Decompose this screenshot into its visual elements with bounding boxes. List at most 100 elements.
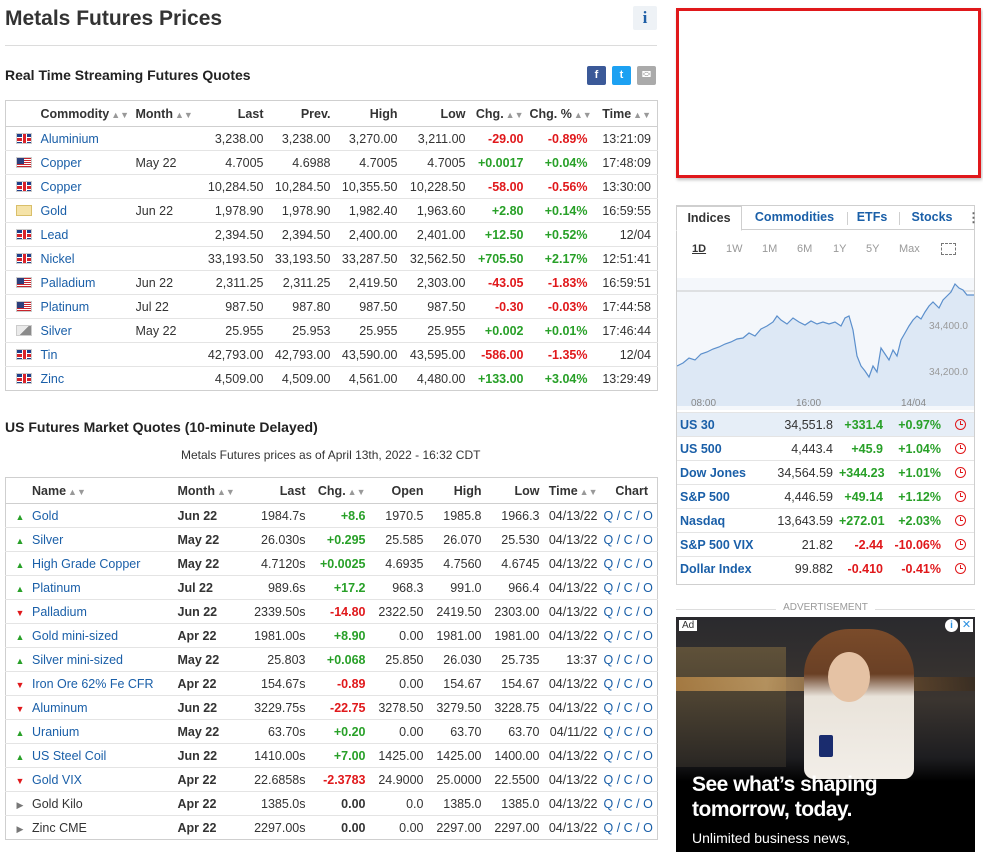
chart-links[interactable]: Q / C / O (603, 820, 653, 835)
more-options-icon[interactable]: ⋮ (967, 210, 980, 225)
col-d-open[interactable]: Open (371, 477, 430, 504)
open-cell: 0.00 (371, 623, 430, 648)
commodity-link[interactable]: Copper (40, 179, 82, 194)
chart-links[interactable]: Q / C / O (603, 527, 658, 552)
range-1m[interactable]: 1M (762, 243, 778, 255)
chart-links[interactable]: Q / C / O (603, 671, 658, 696)
index-row[interactable]: S&P 500 4,446.59 +49.14 +1.12% (677, 484, 974, 509)
open-cell: 24.9000 (371, 767, 430, 792)
contract-link[interactable]: Gold (32, 508, 59, 523)
col-d-last[interactable]: Last (233, 477, 312, 504)
contract-link[interactable]: Zinc CME (32, 820, 87, 835)
contract-link[interactable]: High Grade Copper (32, 556, 141, 571)
col-chg-pct[interactable]: Chg. % ▲▼ (529, 100, 594, 127)
commodity-link[interactable]: Platinum (40, 299, 90, 314)
col-commodity[interactable]: Commodity ▲▼ (35, 100, 136, 127)
range-1w[interactable]: 1W (726, 243, 743, 255)
commodity-link[interactable]: Tin (40, 347, 58, 362)
contract-link[interactable]: Aluminum (32, 700, 88, 715)
col-high[interactable]: High (336, 100, 404, 127)
contract-link[interactable]: US Steel Coil (32, 748, 107, 763)
commodity-link[interactable]: Copper (40, 155, 82, 170)
chart-links[interactable]: Q / C / O (603, 599, 658, 624)
last-cell: 4,509.00 (214, 371, 264, 386)
col-time[interactable]: Time ▲▼ (593, 100, 658, 127)
index-row[interactable]: Dow Jones 34,564.59 +344.23 +1.01% (677, 460, 974, 485)
facebook-share-icon[interactable]: f (587, 66, 606, 85)
col-d-month[interactable]: Month ▲▼ (173, 477, 235, 504)
contract-link[interactable]: Gold mini-sized (32, 628, 119, 643)
index-name[interactable]: US 30 (677, 412, 765, 437)
col-month[interactable]: Month ▲▼ (135, 100, 196, 127)
chart-links[interactable]: Q / C / O (603, 551, 658, 576)
col-low[interactable]: Low (403, 100, 472, 127)
index-name[interactable]: S&P 500 VIX (677, 532, 765, 557)
contract-link[interactable]: Silver mini-sized (32, 652, 123, 667)
col-prev[interactable]: Prev. (269, 100, 337, 127)
tab-etfs[interactable]: ETFs (856, 210, 888, 224)
time-cell: 04/11/22 (545, 719, 604, 744)
index-name[interactable]: Dow Jones (677, 460, 765, 485)
chart-links[interactable]: Q / C / O (603, 767, 658, 792)
commodity-link[interactable]: Silver (40, 323, 72, 338)
contract-link[interactable]: Iron Ore 62% Fe CFR (32, 676, 154, 691)
top-ad-placeholder[interactable] (676, 8, 981, 178)
close-icon[interactable]: ✕ (960, 619, 973, 632)
chart-links[interactable]: Q / C / O (603, 791, 658, 816)
commodity-link[interactable]: Nickel (40, 251, 75, 266)
index-row[interactable]: S&P 500 VIX 21.82 -2.44 -10.06% (677, 532, 974, 557)
tab-commodities[interactable]: Commodities (754, 210, 835, 224)
contract-link[interactable]: Silver (32, 532, 64, 547)
index-row[interactable]: US 500 4,443.4 +45.9 +1.04% (677, 436, 974, 461)
open-cell: 3278.50 (371, 695, 430, 720)
col-d-high[interactable]: High (429, 477, 488, 504)
col-chg[interactable]: Chg. ▲▼ (471, 100, 530, 127)
index-row[interactable]: US 30 34,551.8 +331.4 +0.97% (677, 412, 974, 437)
chart-links[interactable]: Q / C / O (603, 719, 658, 744)
tab-stocks[interactable]: Stocks (911, 210, 953, 224)
col-last[interactable]: Last (195, 100, 270, 127)
chart-links[interactable]: Q / C / O (603, 743, 658, 768)
range-1y[interactable]: 1Y (833, 243, 847, 255)
info-icon[interactable]: i (633, 6, 657, 30)
chart-links[interactable]: Q / C / O (603, 647, 658, 672)
index-name[interactable]: Nasdaq (677, 508, 765, 533)
expand-chart-icon[interactable] (941, 243, 956, 255)
range-5y[interactable]: 5Y (866, 243, 880, 255)
index-name[interactable]: S&P 500 (677, 484, 765, 509)
range-1d[interactable]: 1D (692, 243, 707, 255)
tab-indices[interactable]: Indices (676, 206, 742, 231)
chart-links[interactable]: Q / C / O (603, 575, 658, 600)
range-max[interactable]: Max (899, 243, 920, 255)
contract-link[interactable]: Palladium (32, 604, 87, 619)
commodity-link[interactable]: Palladium (40, 275, 96, 290)
contract-link[interactable]: Uranium (32, 724, 80, 739)
flag-cell (5, 126, 36, 151)
commodity-link[interactable]: Zinc (40, 371, 65, 386)
commodity-link[interactable]: Gold (40, 203, 67, 218)
index-name[interactable]: Dollar Index (677, 556, 765, 581)
col-d-time[interactable]: Time ▲▼ (545, 477, 604, 504)
adchoices-icon[interactable]: i (945, 619, 958, 632)
contract-link[interactable]: Gold Kilo (32, 796, 83, 811)
twitter-share-icon[interactable]: t (612, 66, 631, 85)
col-d-low[interactable]: Low (487, 477, 546, 504)
chart-links[interactable]: Q / C / O (603, 623, 658, 648)
contract-link[interactable]: Gold VIX (32, 772, 83, 787)
advertisement-banner[interactable]: Ad i ✕ See what’s shaping tomorrow, toda… (676, 617, 975, 852)
col-name[interactable]: Name ▲▼ (5, 477, 174, 504)
col-d-chg[interactable]: Chg. ▲▼ (311, 477, 372, 504)
index-name[interactable]: US 500 (677, 436, 765, 461)
commodity-link[interactable]: Aluminium (40, 131, 99, 146)
index-row[interactable]: Dollar Index 99.882 -0.410 -0.41% (677, 556, 974, 581)
chart-links[interactable]: Q / C / O (603, 503, 658, 528)
email-share-icon[interactable]: ✉ (637, 66, 656, 85)
index-change: -0.410 (839, 556, 889, 581)
commodity-link[interactable]: Lead (40, 227, 69, 242)
change-cell: +0.068 (311, 647, 372, 672)
chart-links[interactable]: Q / C / O (603, 695, 658, 720)
index-row[interactable]: Nasdaq 13,643.59 +272.01 +2.03% (677, 508, 974, 533)
arrow-up-icon: ▲ (15, 559, 25, 570)
contract-link[interactable]: Platinum (32, 580, 81, 595)
range-6m[interactable]: 6M (797, 243, 813, 255)
